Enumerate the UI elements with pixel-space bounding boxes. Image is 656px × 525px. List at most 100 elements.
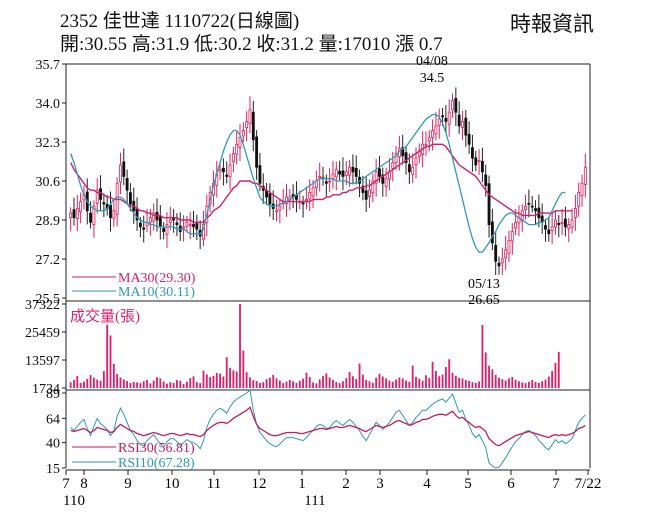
volume-bar [491, 369, 494, 388]
candle-body [371, 180, 375, 193]
candle-body [500, 258, 504, 264]
volume-bar [508, 378, 510, 388]
candle-body [75, 208, 79, 219]
volume-bar [521, 382, 524, 388]
volume-bar [448, 359, 451, 388]
month-label: 3 [376, 476, 384, 492]
candle-body [490, 221, 494, 244]
price-tick-label: 32.3 [36, 136, 61, 151]
candle-body [467, 134, 471, 145]
candle-body [384, 178, 388, 187]
volume-bar [132, 381, 135, 388]
candle-body [72, 209, 76, 219]
candle-body [368, 189, 371, 197]
legend-label: MA30(29.30) [118, 271, 196, 286]
candle-body [534, 208, 537, 212]
candle-body [185, 221, 189, 227]
candle-body [451, 100, 454, 111]
candle-body [557, 223, 561, 225]
volume-bar [312, 382, 314, 388]
volume-bar [425, 375, 427, 388]
candle-body [102, 202, 106, 205]
price-tick-label: 35.7 [36, 58, 61, 73]
candle-body [530, 205, 534, 208]
volume-bar [494, 374, 497, 388]
candle-body [477, 159, 481, 162]
volume-bar [498, 377, 500, 388]
candle-body [457, 114, 461, 127]
volume-bar [478, 381, 480, 388]
candle-body [182, 226, 185, 229]
volume-bar [298, 380, 301, 388]
volume-bar [79, 382, 82, 388]
candle-body [95, 189, 99, 204]
candle-body [394, 153, 398, 164]
candle-body [484, 174, 488, 186]
candle-body [464, 117, 468, 136]
candle-body [99, 188, 102, 200]
volume-bar [262, 382, 265, 388]
volume-bar [537, 382, 540, 388]
volume-bar [365, 379, 368, 388]
price-tick-label: 34.0 [36, 97, 61, 112]
volume-bar [338, 383, 341, 388]
volume-bar [504, 380, 507, 388]
volume-bar [166, 383, 168, 388]
volume-bar [361, 374, 364, 388]
volume-bar [315, 383, 318, 388]
legend-label: MA10(30.11) [118, 285, 195, 300]
volume-bar [308, 376, 311, 388]
volume-bar [249, 377, 251, 388]
candle-body [275, 210, 278, 213]
candle-body [374, 171, 378, 184]
candle-body [195, 223, 199, 230]
rsi10-line [70, 389, 586, 469]
candle-body [221, 167, 225, 173]
volume-bar [182, 383, 185, 388]
ma30-line [70, 143, 573, 224]
volume-bar [345, 378, 348, 388]
candle-body [251, 111, 255, 141]
candle-body [351, 166, 355, 173]
volume-bar [411, 365, 414, 388]
volume-tick-label: 13597 [25, 354, 60, 369]
month-label: 12 [252, 476, 267, 492]
price-tick-label: 30.6 [36, 175, 61, 190]
volume-bar [395, 379, 397, 388]
volume-bar [385, 378, 388, 388]
candle-body [338, 170, 342, 175]
volume-bar [531, 380, 534, 388]
price-panel: 35.7 34.0 32.3 30.6 28.9 27.2 25.5 04/08 34.5 05/… [36, 54, 587, 308]
candle-body [112, 210, 116, 219]
candle-body [188, 224, 192, 227]
volume-panel: 37322 25459 13597 1734 成交量(張) [25, 298, 560, 397]
candle-body [527, 202, 531, 205]
candle-body [487, 183, 491, 225]
volume-bar [481, 325, 484, 388]
candle-body [507, 240, 511, 254]
candle-body [411, 166, 415, 175]
candle-body [524, 205, 527, 210]
volume-bar [92, 377, 95, 388]
low-value-label: 26.65 [468, 293, 500, 308]
candle-body [162, 228, 166, 232]
volume-bar [451, 372, 454, 388]
candle-body [427, 137, 431, 142]
volume-bar [418, 378, 421, 388]
candle-body [583, 166, 587, 186]
volume-bar [219, 373, 221, 388]
candle-body [202, 224, 205, 240]
month-label: 7 [552, 476, 560, 492]
rsi-panel: 89 64 40 15 RSI30(56.81)RSI10(67.28) [46, 387, 586, 477]
candle-body [404, 152, 408, 164]
volume-bar [156, 377, 158, 388]
volume-bar [408, 381, 411, 388]
candle-body [231, 153, 235, 162]
candle-body [245, 120, 249, 129]
volume-bar [405, 380, 407, 388]
volume-bar [415, 376, 417, 388]
legend-label: RSI10(67.28) [118, 456, 195, 471]
candle-body [361, 186, 365, 193]
panel-frames [65, 63, 591, 471]
